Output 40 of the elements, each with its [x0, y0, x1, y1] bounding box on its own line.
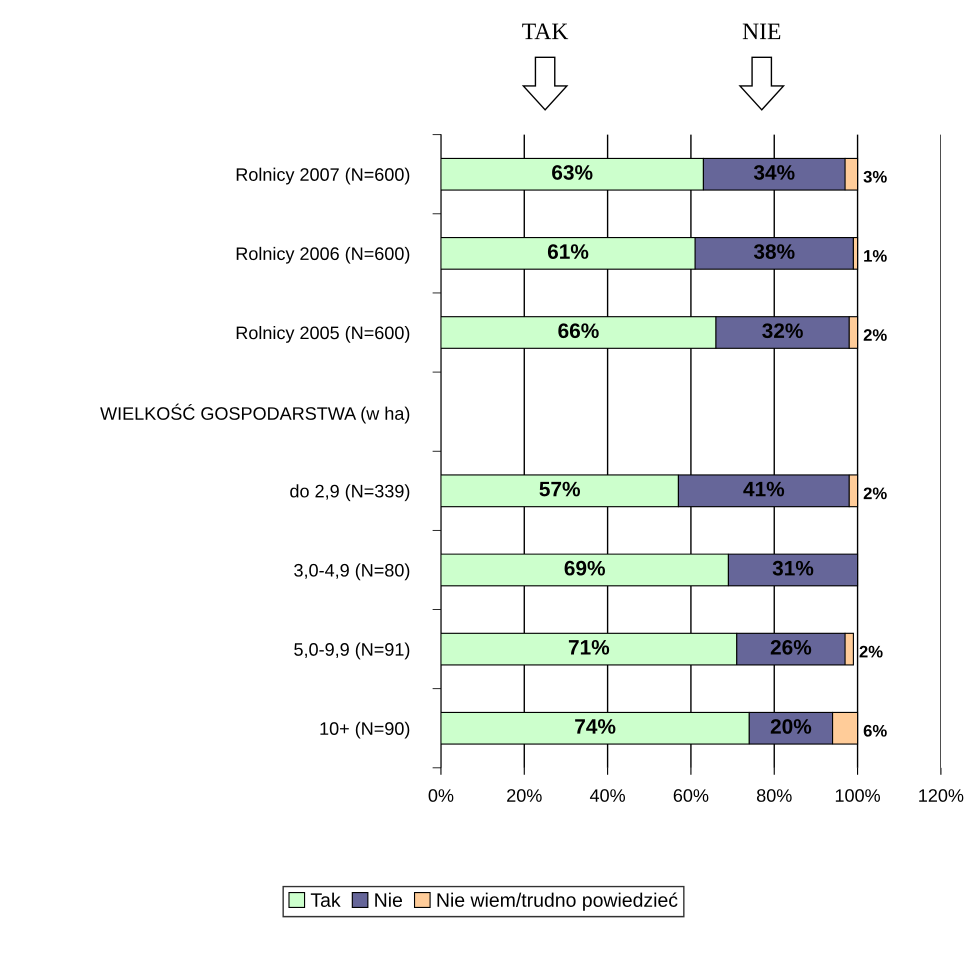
data-label: 31% [772, 560, 814, 576]
data-label: 26% [770, 640, 812, 655]
x-tick-label: 0% [428, 789, 454, 802]
data-label: 1% [864, 250, 887, 262]
data-label: 20% [770, 719, 812, 734]
y-tick-label: do 2,9 (N=339) [290, 484, 410, 502]
legend-label: Nie [375, 892, 402, 907]
data-label: 74% [575, 719, 616, 734]
x-tick-label: 20% [507, 789, 542, 802]
data-label: 57% [539, 482, 580, 496]
data-label: 2% [864, 329, 887, 341]
x-tick-label: 120% [919, 789, 964, 802]
data-label: 41% [743, 482, 784, 496]
data-label: 3% [864, 170, 887, 183]
data-label: 69% [564, 560, 605, 576]
data-label: 66% [558, 323, 599, 338]
y-tick-label: Rolnicy 2006 (N=600) [236, 246, 410, 264]
text: TAK [522, 24, 568, 40]
data-label: 38% [754, 244, 795, 259]
data-label: 32% [762, 323, 803, 338]
data-label: 34% [754, 165, 795, 180]
y-tick-label: 10+ (N=90) [320, 722, 410, 739]
legend-label: Nie wiem/trudno powiedzieć [438, 892, 678, 911]
data-label: 63% [552, 165, 592, 180]
y-tick-label: WIELKOŚĆ GOSPODARSTWA (w ha) [100, 404, 410, 424]
y-tick-label: Rolnicy 2007 (N=600) [236, 168, 410, 185]
y-tick-label: 3,0-4,9 (N=80) [294, 563, 410, 580]
x-tick-label: 40% [590, 789, 626, 802]
legend-label: Tak [310, 892, 341, 907]
data-label: 2% [864, 487, 887, 500]
x-tick-label: 80% [756, 789, 792, 802]
x-tick-label: 100% [836, 789, 880, 802]
data-label: 61% [548, 244, 588, 259]
y-tick-label: 5,0-9,9 (N=91) [294, 642, 410, 660]
x-tick-label: 60% [674, 789, 708, 802]
data-label: 71% [568, 640, 610, 655]
data-label: 2% [860, 646, 883, 658]
y-tick-label: Rolnicy 2005 (N=600) [236, 326, 410, 343]
text: NIE [742, 24, 780, 40]
data-label: 6% [864, 724, 887, 737]
